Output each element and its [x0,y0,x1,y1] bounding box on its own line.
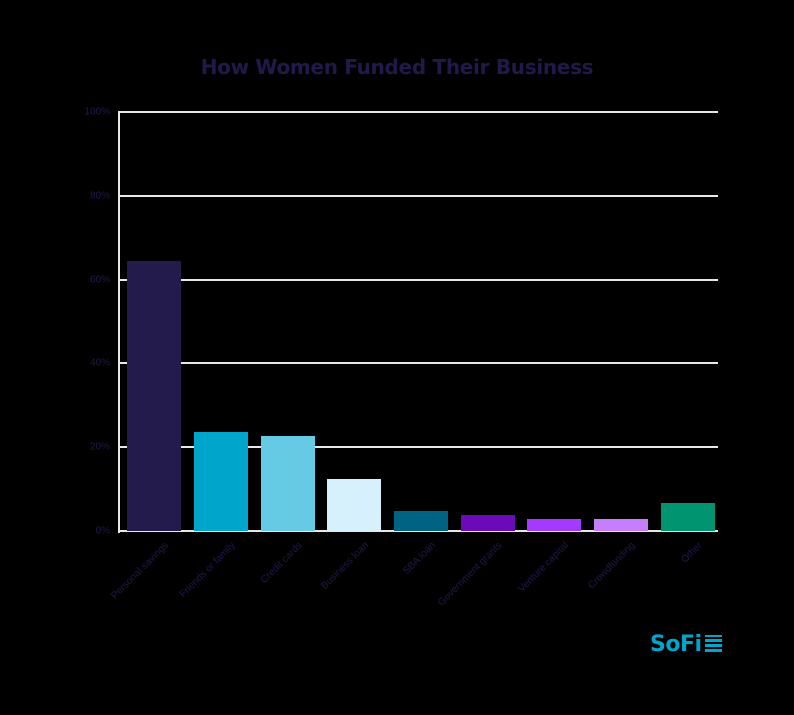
x-tick-label: Venture capital [516,540,572,595]
x-tick-label: Crowdfunding [586,540,638,592]
bar-sba-loan [394,510,448,531]
logo-text: SoFi [650,632,702,657]
bar-venture-capital [527,518,582,531]
logo-mark-icon [704,635,722,652]
y-tick-label: 100% [84,106,110,118]
y-tick-label: 20% [89,441,110,453]
sofi-logo: SoFi [650,632,722,657]
bar-other [660,502,715,531]
gridline [118,111,718,113]
chart-title: How Women Funded Their Business [200,55,594,79]
bar-government-grants [460,515,515,531]
x-tick-label: Personal savings [109,540,172,602]
gridline [118,530,718,532]
bar-business-loan [327,479,382,531]
x-tick-label: Business loan [319,540,372,592]
y-axis-line [118,112,120,533]
bar-crowdfunding [594,518,648,531]
x-tick-label: Other [678,540,705,566]
gridline [118,446,718,449]
gridline [118,194,718,197]
x-tick-label: Credit cards [258,540,305,586]
x-tick-label: SBA loan [400,540,438,577]
plot-area [118,111,718,532]
bar-friends-or-family [194,432,248,531]
y-tick-label: 40% [89,357,110,369]
y-tick-label: 60% [89,274,110,286]
x-tick-label: Government grants [436,540,505,609]
gridline [118,278,718,281]
x-tick-label: Friends or family [177,540,238,601]
gridline [118,362,718,365]
bar-personal-savings [127,261,182,531]
y-tick-label: 80% [89,190,110,202]
y-tick-label: 0% [95,525,110,537]
bar-credit-cards [260,435,315,531]
